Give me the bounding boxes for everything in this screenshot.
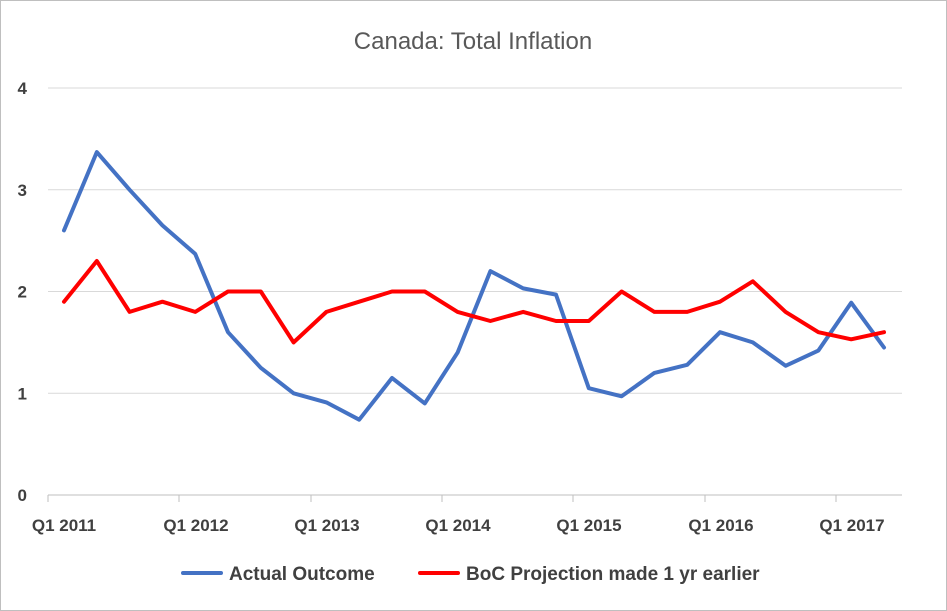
gridlines	[48, 87, 902, 394]
x-tick-label: Q1 2016	[688, 516, 753, 535]
y-tick-label: 0	[18, 486, 27, 505]
series-lines	[62, 150, 886, 422]
y-tick-label: 3	[18, 181, 27, 200]
x-tick-label: Q1 2017	[819, 516, 884, 535]
x-tick-label: Q1 2011	[32, 516, 96, 535]
legend: Actual Outcome BoC Projection made 1 yr e…	[181, 564, 760, 585]
x-tick-label: Q1 2015	[556, 516, 621, 535]
y-axis-ticks: 0 1 2 3 4	[18, 79, 28, 505]
series-line-boc-projection	[62, 259, 886, 345]
legend-label: Actual Outcome	[229, 564, 375, 585]
legend-label: BoC Projection made 1 yr earlier	[466, 564, 760, 585]
x-axis: Q1 2011 Q1 2012 Q1 2013 Q1 2014 Q1 2015 Q1 20…	[32, 494, 902, 535]
x-tick-label: Q1 2014	[425, 516, 491, 535]
chart-title: Canada: Total Inflation	[354, 28, 592, 55]
y-tick-label: 2	[18, 283, 27, 302]
x-tick-label: Q1 2012	[163, 516, 228, 535]
y-tick-label: 4	[18, 79, 28, 98]
x-tick-label: Q1 2013	[294, 516, 359, 535]
series-line-actual-outcome	[62, 150, 886, 422]
y-tick-label: 1	[18, 384, 27, 403]
